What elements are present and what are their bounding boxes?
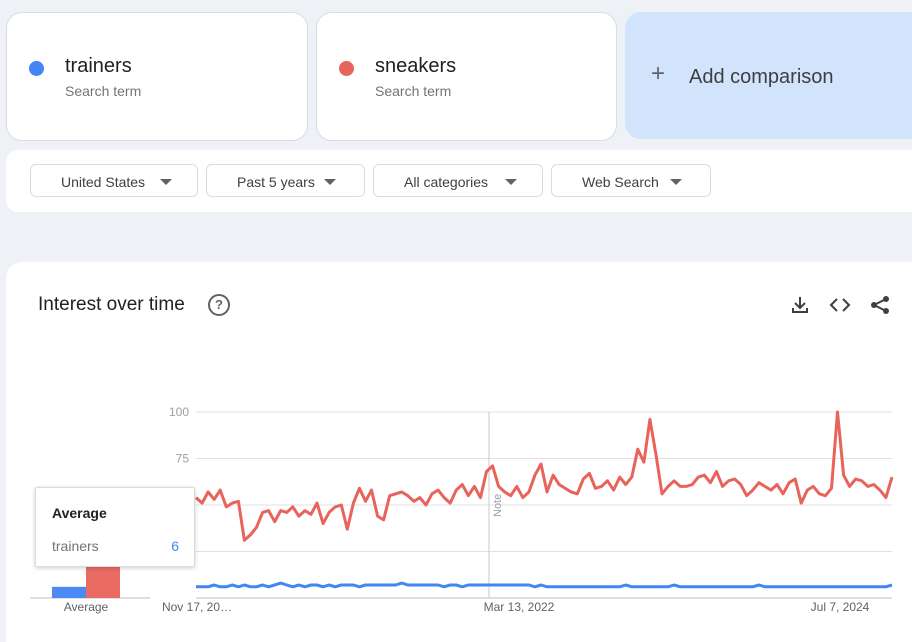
share-icon[interactable]: [869, 294, 891, 316]
chart-title: Interest over time: [38, 294, 185, 315]
chevron-down-icon: [505, 179, 517, 185]
region-filter[interactable]: United States: [30, 164, 198, 197]
chevron-down-icon: [324, 179, 336, 185]
x-tick-label: Jul 7, 2024: [811, 600, 870, 614]
chevron-down-icon: [670, 179, 682, 185]
search-type-filter-label: Web Search: [582, 174, 659, 190]
interest-over-time-card: Interest over time ?: [6, 262, 912, 642]
add-comparison-button[interactable]: + Add comparison: [625, 12, 912, 139]
plus-icon: +: [651, 60, 666, 87]
tooltip-title: Average: [52, 505, 107, 521]
add-comparison-label: Add comparison: [689, 66, 834, 88]
region-filter-label: United States: [61, 174, 146, 190]
sneakers-color-dot: [339, 61, 354, 76]
tooltip-value: 6: [171, 538, 179, 554]
embed-code-icon[interactable]: [829, 294, 851, 316]
term-card-sneakers[interactable]: sneakers Search term: [316, 12, 617, 141]
x-tick-label: Mar 13, 2022: [484, 600, 555, 614]
chart-grid: [30, 411, 892, 599]
x-tick-label: Nov 17, 20…: [162, 600, 232, 614]
average-tooltip: Average trainers 6: [35, 487, 195, 567]
average-bar-trainers[interactable]: [52, 586, 86, 598]
time-range-filter-label: Past 5 years: [237, 174, 315, 190]
help-icon[interactable]: ?: [208, 294, 230, 316]
trainers-color-dot: [29, 61, 44, 76]
term-subtitle: Search term: [65, 83, 142, 99]
y-tick-label: 100: [169, 405, 189, 419]
term-name: trainers: [65, 55, 132, 77]
series-line-trainers[interactable]: [196, 581, 893, 589]
series-line-sneakers[interactable]: [194, 410, 894, 542]
y-tick-label: 75: [176, 452, 190, 466]
time-range-filter[interactable]: Past 5 years: [206, 164, 365, 197]
tooltip-term: trainers: [52, 538, 99, 554]
download-icon[interactable]: [789, 294, 811, 316]
term-subtitle: Search term: [375, 83, 452, 99]
category-filter-label: All categories: [404, 174, 489, 190]
average-axis-label: Average: [64, 600, 109, 614]
search-type-filter[interactable]: Web Search: [551, 164, 711, 197]
series-lines: [194, 410, 894, 589]
filter-bar: United States Past 5 years All categorie…: [6, 150, 912, 212]
note-marker-label[interactable]: Note: [492, 494, 504, 517]
category-filter[interactable]: All categories: [373, 164, 543, 197]
term-card-trainers[interactable]: trainers Search term: [6, 12, 308, 141]
chevron-down-icon: [160, 179, 172, 185]
term-name: sneakers: [375, 55, 457, 77]
